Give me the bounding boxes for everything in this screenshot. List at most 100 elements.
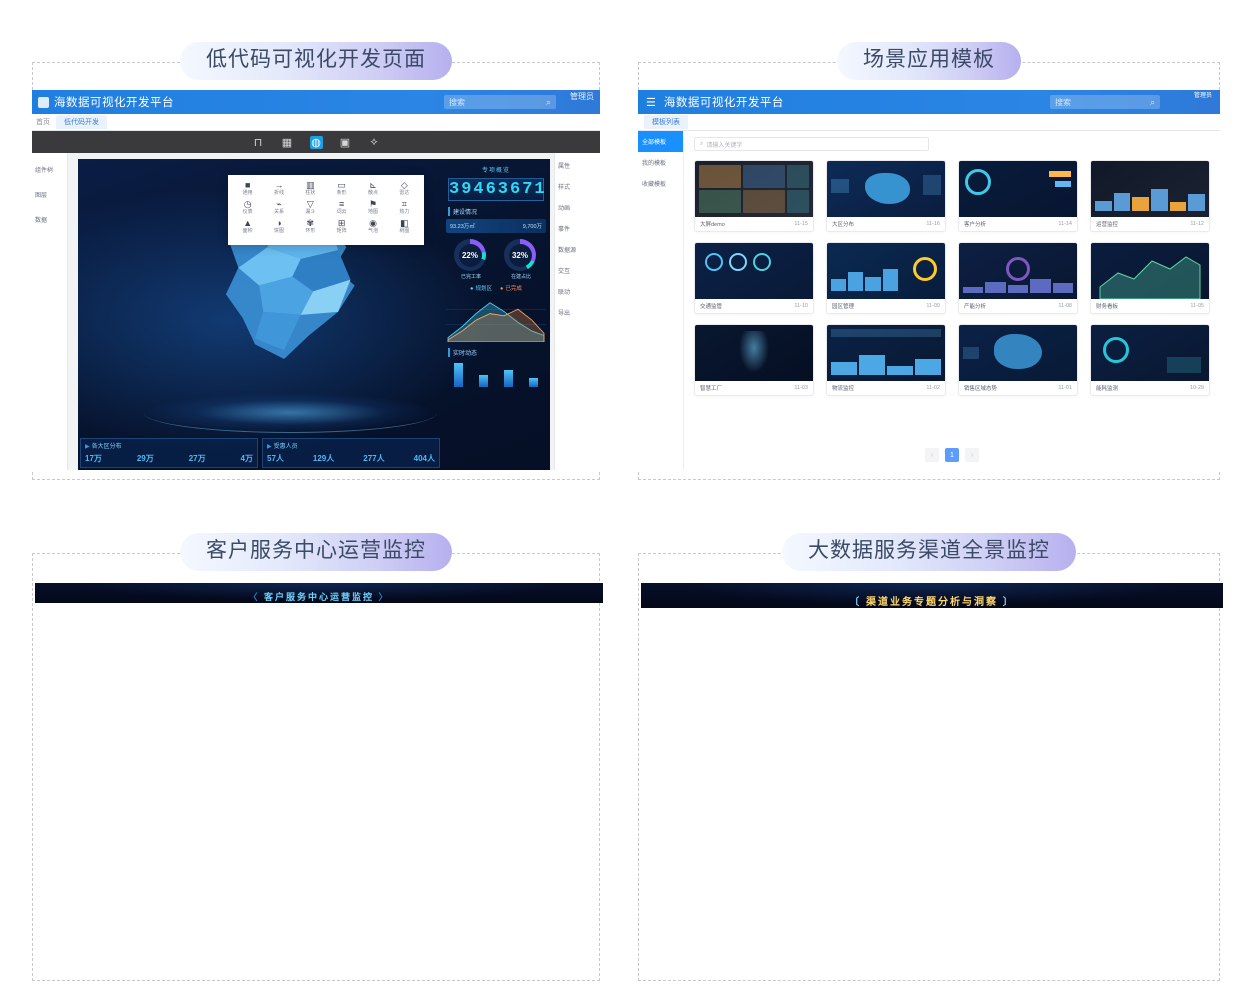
- app-title: 海数据可视化开发平台: [663, 97, 784, 109]
- template-card[interactable]: 园区管理 11-09: [826, 242, 946, 314]
- sidebar-item-fav[interactable]: 收藏模板: [642, 182, 667, 188]
- right-item-source[interactable]: 数据源: [558, 248, 577, 254]
- widget-item[interactable]: ≡ 词云: [326, 199, 357, 216]
- gauge-value: 32%: [508, 243, 532, 267]
- widget-label: 地图: [367, 209, 378, 215]
- template-card[interactable]: 财务看板 11-05: [1090, 242, 1210, 314]
- search-input[interactable]: 搜索 ⌕: [444, 95, 556, 109]
- template-card[interactable]: 交通监管 11-10: [694, 242, 814, 314]
- template-card[interactable]: 智慧工厂 11-03: [694, 324, 814, 396]
- left-item-layer[interactable]: 图层: [35, 193, 48, 199]
- dashboard-section-title: 专项概览: [481, 168, 510, 174]
- widget-label: 条形: [336, 190, 347, 196]
- widget-item[interactable]: ✾ 环形: [295, 219, 326, 235]
- template-card[interactable]: 能耗监测 10-29: [1090, 324, 1210, 396]
- right-item-export[interactable]: 导出: [558, 311, 571, 317]
- map-widget[interactable]: [201, 209, 409, 371]
- template-card[interactable]: 大屏demo 11-15: [694, 160, 814, 232]
- template-date: 11-05: [1190, 303, 1204, 309]
- service-screen: 客户服务中心运营监控 综合运营概况 总呼量 264852 接通率35.6 人工坐…: [35, 583, 603, 603]
- right-item-link[interactable]: 联动: [558, 290, 571, 296]
- template-search-input[interactable]: ⌕ 请输入关键字: [694, 137, 929, 151]
- widget-item[interactable]: ◇ 雷达: [389, 181, 420, 197]
- sidebar-item-mine[interactable]: 我的模板: [642, 161, 667, 167]
- template-thumbnail: [1091, 325, 1209, 381]
- user-menu[interactable]: 管理员: [570, 93, 594, 101]
- template-card[interactable]: 产能分析 11-08: [958, 242, 1078, 314]
- widget-picker-popup[interactable]: ■ 通用 → 折线 ▥ 柱状 ▭ 条形 ⊾ 散点 ◇ 雷达 ◷ 仪表 ⌁ 关系 ▽ 漏斗 ≡ 词云 …: [228, 175, 424, 245]
- tab-bar: 模板列表: [638, 114, 1220, 131]
- widget-icon: ≡: [339, 199, 345, 209]
- widget-label: 饼图: [273, 228, 284, 234]
- tab-lowcode[interactable]: 低代码开发: [56, 115, 107, 129]
- canvas-wrapper: 专项概览 39463671 建设情况 93.23万㎡ 9,700万 22%: [68, 153, 554, 470]
- widget-icon: ◑: [276, 218, 282, 228]
- template-meta: 运营监控 11-12: [1091, 217, 1209, 231]
- widget-item[interactable]: ⚑ 地图: [357, 200, 388, 216]
- left-item-tree[interactable]: 组件树: [35, 168, 54, 174]
- widget-item[interactable]: ◑ 饼图: [263, 218, 294, 235]
- user-label: 管理员: [570, 92, 594, 101]
- widget-item[interactable]: ◷ 仪表: [232, 200, 263, 216]
- panel-frame: [638, 553, 1220, 981]
- widget-item[interactable]: ⊞ 矩阵: [326, 219, 357, 235]
- pagination: ‹ 1 ›: [684, 448, 1220, 462]
- tab-home[interactable]: 首页: [36, 119, 50, 126]
- bar: [454, 363, 463, 387]
- widget-icon: ◧: [400, 218, 409, 228]
- pagination-next[interactable]: ›: [965, 448, 979, 462]
- template-card[interactable]: 物流监控 11-02: [826, 324, 946, 396]
- panel-lowcode: 低代码可视化开发页面 海数据可视化开发平台 搜索 ⌕ 管理员 首页 低代码开发 …: [32, 42, 600, 480]
- right-item-anim[interactable]: 动画: [558, 206, 571, 212]
- widget-item[interactable]: ▽ 漏斗: [295, 200, 326, 216]
- gauge-item: 22% 已完工率: [454, 239, 488, 280]
- widget-item[interactable]: → 折线: [263, 181, 294, 197]
- panel-templates: 场景应用模板 ☰ 海数据可视化开发平台 搜索 ⌕ 管理员 模板列表 全部模板: [638, 42, 1220, 480]
- widget-item[interactable]: ▭ 条形: [326, 180, 357, 197]
- right-item-event[interactable]: 事件: [558, 227, 571, 233]
- template-date: 11-10: [794, 303, 808, 309]
- left-item-data[interactable]: 数据: [35, 218, 48, 224]
- widget-item[interactable]: ■ 通用: [232, 181, 263, 197]
- widget-label: 词云: [336, 209, 347, 215]
- widget-item[interactable]: ▲ 面积: [232, 219, 263, 235]
- sidebar-item-all[interactable]: 全部模板: [638, 131, 683, 152]
- template-card[interactable]: 运营监控 11-12: [1090, 160, 1210, 232]
- toolbar-layout-icon[interactable]: ⊓: [253, 136, 263, 149]
- template-card[interactable]: 销售区域态势 11-01: [958, 324, 1078, 396]
- template-card[interactable]: 大区分布 11-16: [826, 160, 946, 232]
- widget-label: 漏斗: [305, 209, 316, 215]
- template-meta: 销售区域态势 11-01: [959, 381, 1077, 395]
- right-item-props[interactable]: 属性: [558, 164, 571, 170]
- template-meta: 大屏demo 11-15: [695, 217, 813, 231]
- panel-channel: 大数据服务渠道全景监控 〔 渠道业务专题分析与洞察 〕 时间 5月 9月 全部 …: [638, 533, 1223, 981]
- widget-item[interactable]: ▥ 柱状: [295, 181, 326, 197]
- search-placeholder: 请输入关键字: [706, 142, 743, 149]
- right-item-style[interactable]: 样式: [558, 185, 571, 191]
- user-menu[interactable]: 管理员: [1194, 92, 1212, 100]
- toolbar-container-icon[interactable]: ▣: [339, 136, 351, 149]
- widget-icon: ▭: [337, 180, 346, 190]
- pagination-page-1[interactable]: 1: [945, 448, 959, 462]
- search-input[interactable]: 搜索 ⌕: [1050, 95, 1160, 109]
- template-card[interactable]: 客户分析 11-14: [958, 160, 1078, 232]
- template-meta: 物流监控 11-02: [827, 381, 945, 395]
- value-item: 277人: [363, 454, 385, 463]
- canvas-bottom-cards: 各大区分布 17万 29万 27万 4万 受惠人员: [78, 436, 442, 470]
- right-item-interact[interactable]: 交互: [558, 269, 571, 275]
- template-name: 大屏demo: [700, 222, 725, 228]
- toolbar-table-icon[interactable]: ▦: [281, 136, 293, 149]
- tab-template-list[interactable]: 模板列表: [644, 115, 688, 129]
- menu-icon[interactable]: ☰: [646, 96, 656, 109]
- template-meta: 园区管理 11-09: [827, 299, 945, 313]
- widget-item[interactable]: ◉ 气泡: [357, 219, 388, 235]
- widget-item[interactable]: ⌗ 热力: [389, 200, 420, 216]
- widget-item[interactable]: ◧ 树图: [389, 218, 420, 235]
- toolbar-chart-icon[interactable]: ◍: [309, 135, 323, 149]
- toolbar-interaction-icon[interactable]: ⟡: [370, 135, 378, 148]
- widget-label: 折线: [273, 190, 284, 196]
- widget-item[interactable]: ⌁ 关系: [263, 200, 294, 216]
- widget-item[interactable]: ⊾ 散点: [357, 181, 388, 197]
- pagination-prev[interactable]: ‹: [925, 448, 939, 462]
